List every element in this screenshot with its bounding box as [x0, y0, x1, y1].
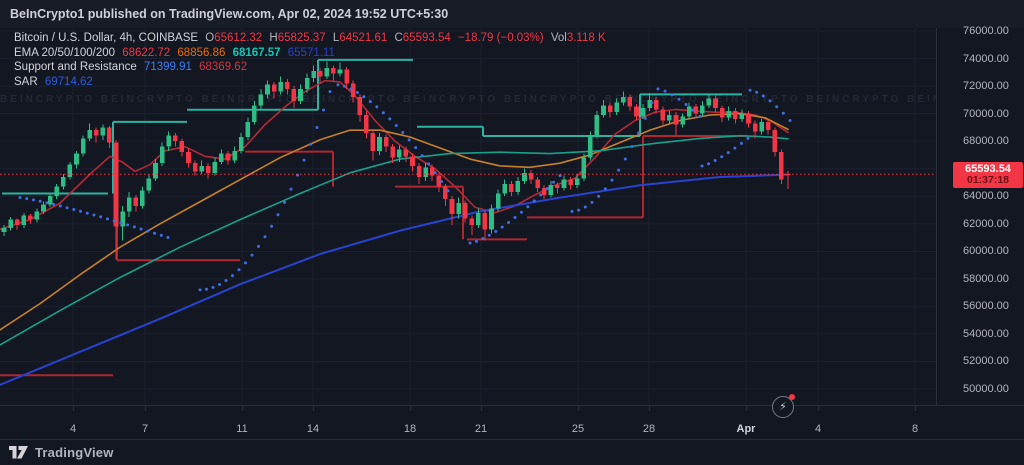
- date-tick-mark: [410, 406, 411, 411]
- time-axis[interactable]: 4 7 11 14 18 21 25 28 Apr 4 8: [0, 405, 1024, 440]
- price-tick-label: 50000.00: [963, 383, 1009, 395]
- support-value: 68369.62: [199, 61, 248, 74]
- support-resistance-label: Support and Resistance: [14, 61, 137, 74]
- date-tick-mark: [313, 406, 314, 411]
- date-tick-mark: [746, 406, 747, 411]
- date-tick-mark: [818, 406, 819, 411]
- last-price-value: 65593.54: [965, 163, 1011, 176]
- price-chart-canvas[interactable]: [0, 28, 936, 405]
- date-tick-mark: [73, 406, 74, 411]
- date-tick-mark: [649, 406, 650, 411]
- attribution-bar: BeInCrypto1 published on TradingView.com…: [0, 0, 1024, 28]
- low-label: L: [332, 32, 340, 44]
- chart-legend: Bitcoin / U.S. Dollar, 4h, COINBASE O656…: [14, 31, 610, 89]
- open-label: O: [205, 32, 215, 44]
- price-tick-label: 70000.00: [963, 107, 1009, 120]
- low-value: 64521.61: [339, 32, 388, 44]
- resistance-value: 71399.91: [143, 61, 192, 74]
- ema-label: EMA 20/50/100/200: [14, 46, 116, 59]
- last-price-label: 65593.54 01:37:18: [953, 162, 1023, 189]
- price-tick-label: 52000.00: [963, 355, 1009, 368]
- ema200-value: 65571.11: [287, 46, 335, 59]
- close-label: C: [394, 32, 403, 44]
- symbol-title: Bitcoin / U.S. Dollar, 4h, COINBASE: [14, 32, 199, 44]
- date-tick-label: 4: [814, 423, 822, 435]
- price-tick-label: 54000.00: [963, 327, 1009, 340]
- notification-dot: [789, 394, 795, 400]
- tradingview-brand[interactable]: TradingView: [9, 445, 114, 460]
- attribution-text: BeInCrypto1 published on TradingView.com…: [10, 7, 449, 21]
- footer-bar: TradingView: [0, 439, 1024, 465]
- price-tick-label: 60000.00: [963, 245, 1009, 258]
- change-value: −18.79 (−0.03%): [457, 32, 544, 44]
- sar-label: SAR: [14, 75, 38, 88]
- date-tick-mark: [915, 406, 916, 411]
- date-tick-label: 18: [403, 423, 417, 435]
- date-tick-label: 4: [69, 423, 77, 435]
- beincrypto-watermark: BEINCRYPTO BEINCRYPTO BEINCRYPTO BEINCRY…: [0, 94, 936, 105]
- close-value: 65593.54: [402, 32, 451, 44]
- price-tick-label: 62000.00: [963, 217, 1009, 230]
- price-tick-label: 76000.00: [963, 25, 1009, 37]
- sar-value: 69714.62: [44, 75, 93, 88]
- sar-indicator-row[interactable]: SAR 69714.62: [14, 75, 610, 90]
- price-tick-label: 74000.00: [963, 52, 1009, 65]
- ema50-value: 68856.86: [177, 46, 226, 59]
- price-tick-label: 64000.00: [963, 190, 1009, 203]
- ema100-value: 68167.57: [232, 46, 281, 59]
- date-tick-label: Apr: [736, 423, 756, 435]
- ema-indicator-row[interactable]: EMA 20/50/100/200 68622.72 68856.86 6816…: [14, 46, 610, 61]
- volume-value: 3.118 K: [566, 32, 606, 44]
- tradingview-logo-icon: [9, 446, 28, 459]
- high-label: H: [269, 32, 278, 44]
- date-tick-label: 14: [306, 423, 320, 435]
- price-tick-label: 68000.00: [963, 135, 1009, 148]
- price-tick-label: 56000.00: [963, 300, 1009, 313]
- price-tick-label: 72000.00: [963, 80, 1009, 93]
- price-tick-label: 58000.00: [963, 272, 1009, 285]
- tradingview-brand-text: TradingView: [35, 445, 114, 460]
- lightning-icon: ⚡: [772, 396, 794, 418]
- support-resistance-row[interactable]: Support and Resistance 71399.91 68369.62: [14, 60, 610, 75]
- bar-countdown: 01:37:18: [966, 174, 1010, 187]
- date-tick-mark: [145, 406, 146, 411]
- events-lightning-button[interactable]: ⚡: [772, 394, 795, 418]
- date-tick-mark: [481, 406, 482, 411]
- date-tick-label: 21: [474, 423, 488, 435]
- date-tick-label: 28: [642, 423, 656, 435]
- price-axis[interactable]: 65593.54 01:37:18 76000.00 74000.00 72000.…: [936, 25, 1024, 439]
- date-tick-mark: [242, 406, 243, 411]
- symbol-row[interactable]: Bitcoin / U.S. Dollar, 4h, COINBASE O656…: [14, 31, 610, 46]
- open-value: 65612.32: [214, 32, 263, 44]
- date-tick-label: 25: [571, 423, 585, 435]
- date-tick-label: 8: [911, 423, 919, 435]
- volume-label: Vol: [550, 32, 567, 44]
- date-tick-label: 7: [141, 423, 149, 435]
- date-tick-mark: [578, 406, 579, 411]
- ema20-value: 68622.72: [122, 46, 171, 59]
- chart-pane[interactable]: BEINCRYPTO BEINCRYPTO BEINCRYPTO BEINCRY…: [0, 28, 936, 405]
- date-tick-label: 11: [236, 423, 248, 435]
- high-value: 65825.37: [277, 32, 326, 44]
